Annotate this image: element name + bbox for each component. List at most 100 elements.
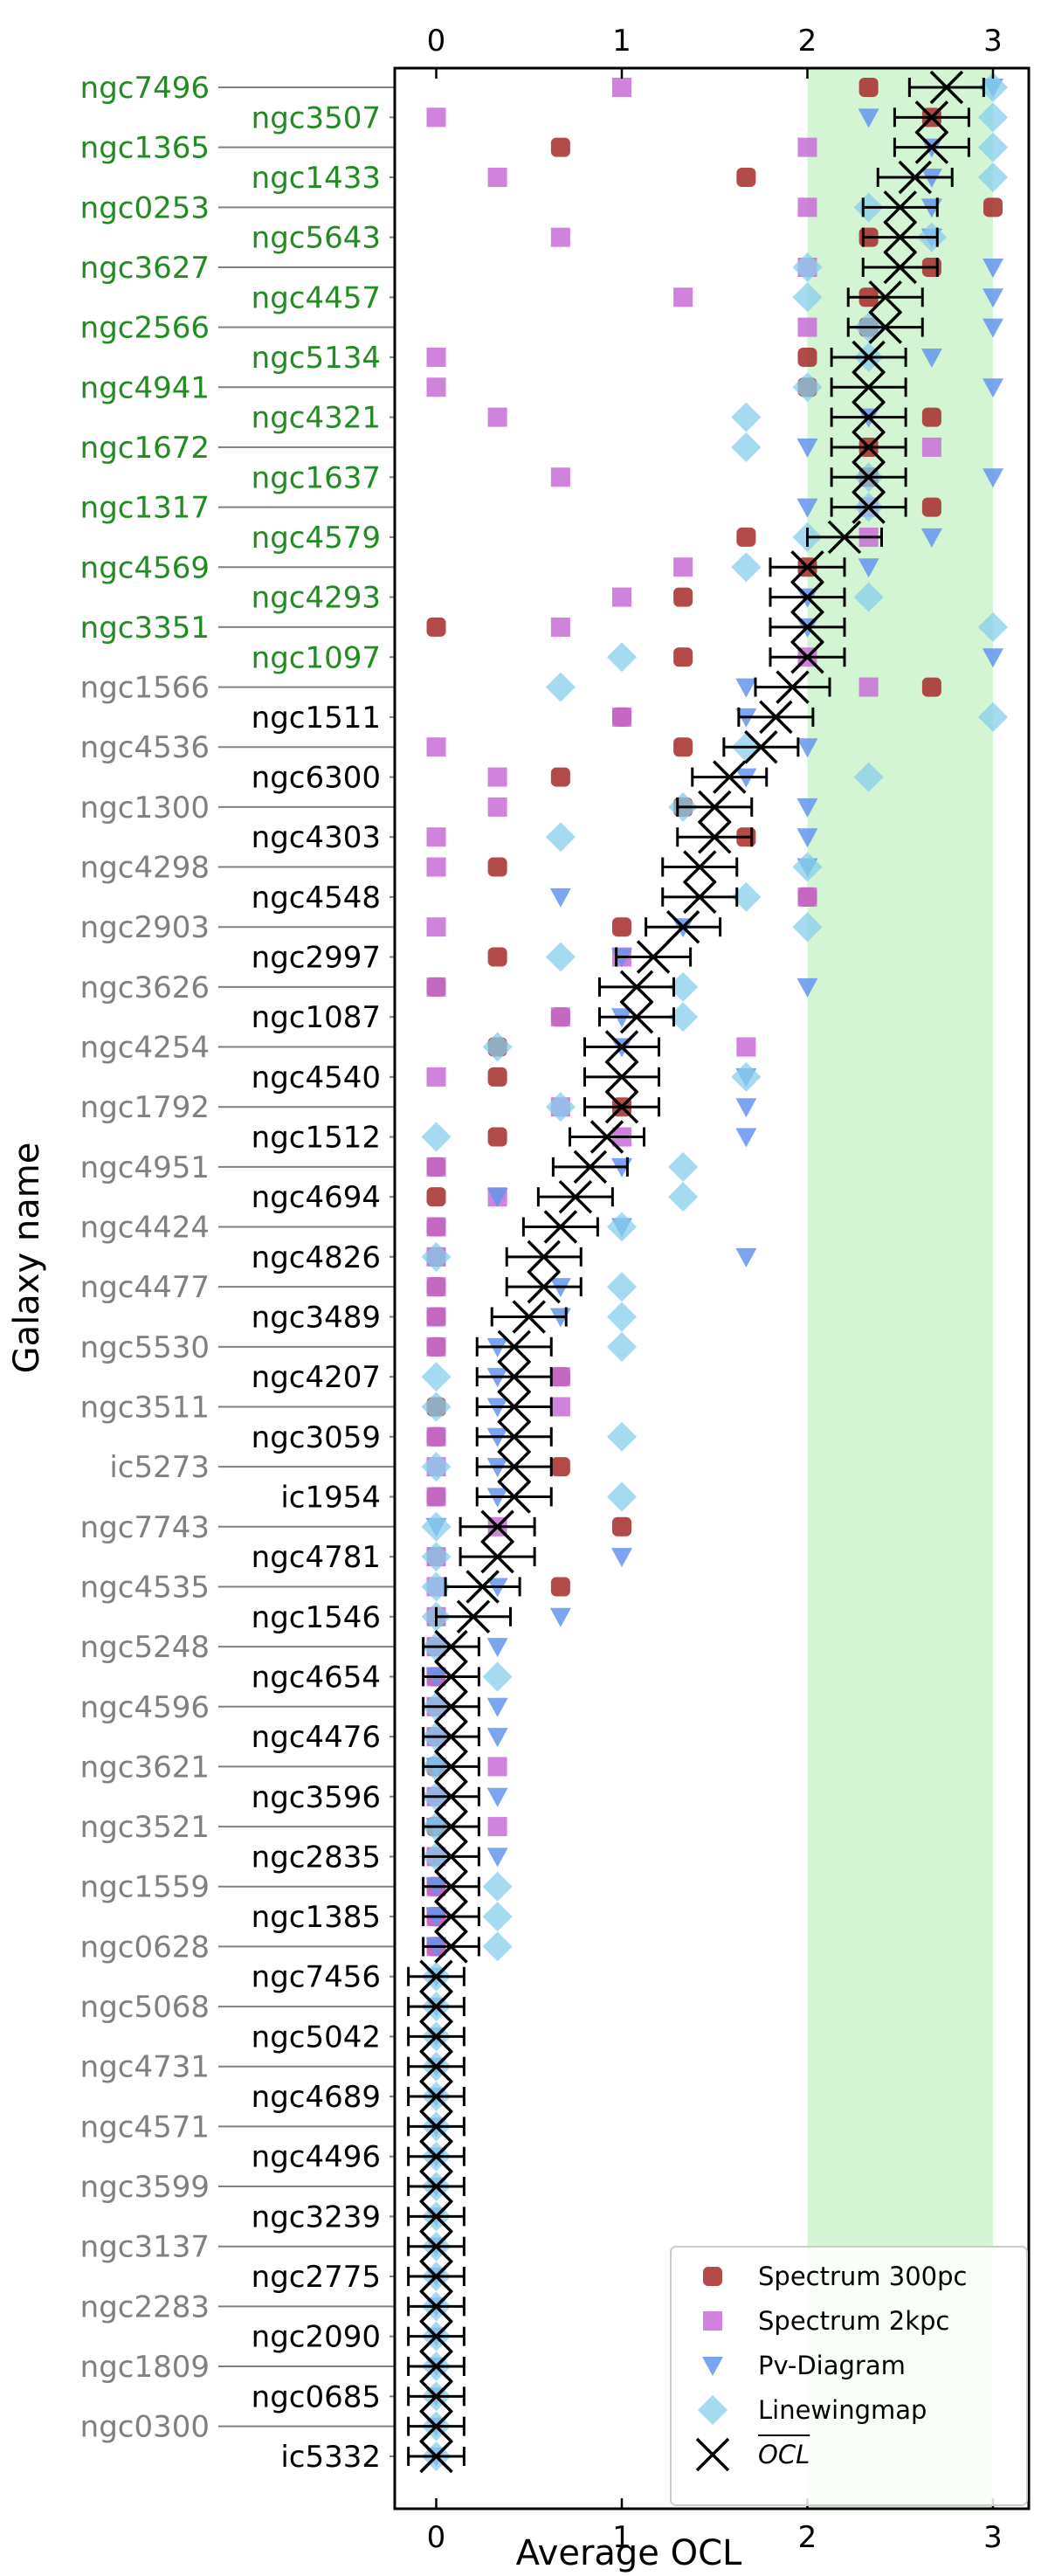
galaxy-label: ngc0628 xyxy=(80,1930,210,1965)
galaxy-label: ngc4571 xyxy=(80,2110,210,2144)
ocl-point xyxy=(883,190,917,224)
ocl-point xyxy=(497,1480,531,1514)
linewingmap-point xyxy=(792,282,823,313)
ocl-point xyxy=(883,220,917,254)
galaxy-label: ngc4781 xyxy=(252,1540,381,1575)
pv-diagram-point xyxy=(982,468,1003,488)
linewingmap-point xyxy=(607,1421,637,1452)
galaxy-label: ngc4293 xyxy=(252,581,381,616)
galaxy-labels-layer: ngc7496 ngc3507 ngc1365 ngc1433 ngc0253 ngc56… xyxy=(80,71,381,2475)
pv-diagram-point xyxy=(796,738,818,758)
ocl-point xyxy=(527,1269,561,1304)
spectrum-2kpc-point xyxy=(550,1367,570,1387)
spectrum-300pc-point xyxy=(612,917,631,937)
spectrum-2kpc-point xyxy=(487,407,507,427)
ocl-point xyxy=(419,2020,453,2054)
spectrum-2kpc-point xyxy=(797,887,817,907)
linewingmap-point xyxy=(668,1182,699,1212)
ocl-point xyxy=(419,2110,453,2144)
ocl-point xyxy=(480,1509,514,1544)
ocl-point xyxy=(419,2289,453,2324)
linewingmap-point xyxy=(545,672,576,702)
x-tick-label-bottom: 3 xyxy=(983,2520,1003,2555)
galaxy-label: ngc4731 xyxy=(80,2050,210,2085)
ocl-point xyxy=(827,520,862,555)
linewingmap-point xyxy=(792,252,823,282)
linewingmap-point xyxy=(482,1931,513,1962)
legend-pv-diagram-marker xyxy=(702,2357,723,2376)
spectrum-2kpc-point xyxy=(797,137,817,157)
spectrum-2kpc-point xyxy=(426,737,446,757)
ocl-point xyxy=(527,1240,561,1274)
spectrum-2kpc-point xyxy=(736,1037,756,1057)
pv-diagram-point xyxy=(549,1607,571,1627)
galaxy-label: ic1954 xyxy=(280,1480,381,1515)
spectrum-300pc-point xyxy=(487,857,507,877)
pv-diagram-point xyxy=(486,1188,508,1208)
spectrum-2kpc-point xyxy=(426,1487,446,1507)
galaxy-label: ngc1097 xyxy=(252,640,381,675)
ocl-point xyxy=(419,2259,453,2294)
ocl-point xyxy=(434,1660,468,1694)
spectrum-2kpc-point xyxy=(673,557,693,577)
galaxy-label: ngc2997 xyxy=(252,941,381,976)
ocl-point xyxy=(434,1779,468,1813)
spectrum-2kpc-point xyxy=(426,347,446,367)
pv-diagram-point xyxy=(858,558,879,578)
ocl-point xyxy=(419,2319,453,2353)
legend-label: Pv-Diagram xyxy=(758,2351,906,2380)
ocl-point xyxy=(852,340,886,375)
spectrum-300pc-point xyxy=(983,197,1003,218)
linewingmap-point xyxy=(668,971,699,1002)
ocl-point xyxy=(852,400,886,434)
spectrum-300pc-point xyxy=(673,737,693,757)
pv-diagram-point xyxy=(920,528,942,548)
ocl-point xyxy=(497,1390,531,1424)
ocl-point xyxy=(419,1959,453,1993)
pv-diagram-point xyxy=(796,977,818,998)
spectrum-2kpc-point xyxy=(426,857,446,877)
x-tick-label-top: 3 xyxy=(983,24,1003,59)
ocl-point xyxy=(852,430,886,465)
spectrum-2kpc-point xyxy=(426,827,446,847)
pv-diagram-point xyxy=(735,678,757,698)
spectrum-300pc-point xyxy=(550,1457,570,1477)
ocl-point xyxy=(419,1989,453,2024)
legend-ocl-marker xyxy=(695,2437,730,2472)
ocl-point xyxy=(497,1419,531,1454)
ocl-point xyxy=(683,880,717,915)
galaxy-label: ngc3507 xyxy=(252,100,381,135)
galaxy-label: ngc4596 xyxy=(80,1690,210,1725)
galaxy-label: ngc6300 xyxy=(252,761,381,796)
ocl-point xyxy=(434,1629,468,1664)
y-axis-title: Galaxy name xyxy=(7,1143,47,1374)
linewingmap-point xyxy=(421,1511,452,1542)
galaxy-label: ngc3239 xyxy=(252,2200,381,2234)
galaxy-label: ngc4548 xyxy=(252,881,381,915)
linewingmap-point xyxy=(731,402,762,432)
ocl-point xyxy=(790,580,824,614)
spectrum-300pc-point xyxy=(673,587,693,607)
linewingmap-point xyxy=(607,642,637,673)
galaxy-label: ngc1511 xyxy=(252,701,381,736)
pv-diagram-point xyxy=(735,1247,757,1267)
ocl-point xyxy=(790,610,824,645)
legend-spectrum-2kpc-marker xyxy=(703,2311,722,2331)
ocl-point xyxy=(619,999,654,1034)
galaxy-label: ngc7743 xyxy=(80,1510,210,1545)
spectrum-2kpc-point xyxy=(426,107,446,128)
spectrum-2kpc-point xyxy=(426,377,446,397)
spectrum-2kpc-point xyxy=(612,707,631,727)
spectrum-2kpc-point xyxy=(426,1426,446,1447)
galaxy-label: ngc4254 xyxy=(80,1031,210,1066)
spectrum-2kpc-point xyxy=(487,167,507,187)
galaxy-label: ngc7496 xyxy=(80,71,210,106)
ocl-point xyxy=(604,1060,639,1095)
ocl-point xyxy=(868,280,902,314)
galaxy-label: ngc4207 xyxy=(252,1360,381,1395)
galaxy-label: ngc3596 xyxy=(252,1780,381,1815)
x-tick-label-bottom: 2 xyxy=(798,2520,817,2555)
pv-diagram-point xyxy=(735,1128,757,1148)
galaxy-label: ngc3621 xyxy=(80,1750,210,1785)
